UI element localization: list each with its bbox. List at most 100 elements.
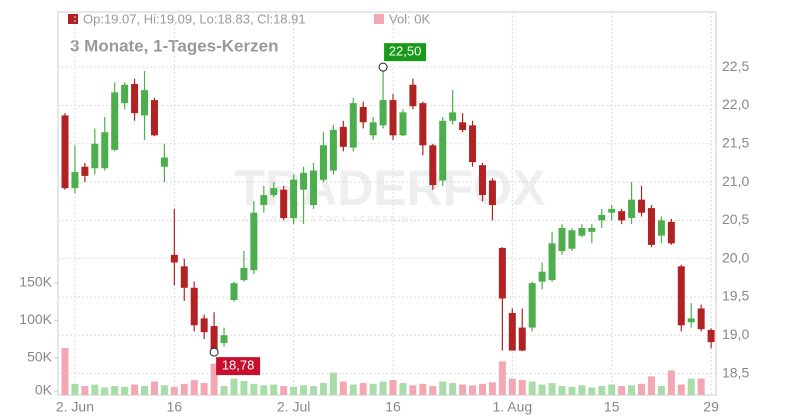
volume-bar — [81, 386, 89, 395]
volume-bar — [339, 381, 347, 395]
volume-bar — [91, 384, 99, 395]
candle-body — [588, 228, 596, 232]
volume-bar — [349, 384, 357, 395]
volume-bar — [508, 378, 516, 395]
candle-body — [697, 308, 705, 330]
volume-bar — [459, 384, 467, 395]
volume-bar — [379, 381, 387, 395]
candle-body — [657, 220, 665, 236]
volume-bar — [160, 385, 168, 395]
y-tick-label: 20,5 — [722, 211, 749, 227]
candle-body — [359, 106, 367, 123]
candle-body — [310, 170, 317, 206]
y2-tick-label: 100K — [19, 311, 52, 327]
candle-body — [618, 211, 626, 221]
x-tick-label: 15 — [604, 399, 620, 415]
x-tick-label: 1. Aug — [492, 399, 532, 415]
volume-bar — [578, 385, 586, 395]
min-marker — [209, 347, 219, 357]
candle-body — [508, 313, 516, 351]
volume-bar — [310, 386, 317, 395]
candle-body — [558, 228, 566, 251]
volume-bar — [409, 385, 417, 395]
candle-body — [260, 195, 268, 206]
volume-bar — [170, 386, 178, 395]
volume-bar — [150, 381, 158, 395]
y-tick-label: 19,5 — [722, 288, 749, 304]
volume-bar — [369, 383, 377, 395]
candle-body — [459, 122, 467, 130]
candle-body — [638, 199, 646, 213]
y-tick-label: 22,5 — [722, 58, 749, 74]
header-volume: Vol: 0K — [389, 11, 431, 26]
volume-bar — [677, 384, 685, 395]
volume-bar — [518, 380, 526, 395]
volume-bar — [608, 384, 616, 395]
volume-bar — [230, 378, 238, 395]
volume-bar — [220, 386, 228, 395]
volume-bar — [300, 385, 308, 395]
candle-body — [210, 326, 218, 351]
min-label: 18,78 — [222, 358, 255, 373]
candle-body — [707, 329, 715, 343]
volume-bar — [429, 386, 437, 395]
x-tick-label: 16 — [167, 399, 183, 415]
volume-bar — [618, 386, 626, 395]
candle-body — [131, 84, 139, 114]
candle-body — [170, 254, 178, 263]
volume-bar — [628, 385, 636, 395]
volume-bar — [638, 383, 646, 395]
candle-body — [409, 84, 417, 107]
candle-body — [230, 283, 238, 301]
min-label-box — [216, 357, 261, 376]
candle-body — [598, 214, 606, 221]
watermark-tagline: ALL-IN-ONE STOCK SCREENING — [242, 215, 418, 224]
max-label: 22,50 — [389, 44, 422, 59]
volume-swatch — [374, 14, 384, 24]
candle-body — [628, 199, 636, 219]
candle-body — [578, 228, 586, 236]
candle-body — [329, 129, 337, 171]
volume-bar — [71, 383, 79, 395]
candle-body — [240, 267, 248, 281]
candle-body — [389, 100, 397, 136]
candle-body — [61, 115, 69, 189]
y-tick-label: 22,0 — [722, 96, 749, 112]
volume-bar — [449, 383, 457, 395]
candle-body — [190, 287, 198, 326]
y-tick-label: 19,0 — [722, 326, 749, 342]
candle-body — [300, 172, 308, 190]
volume-bar — [180, 383, 188, 395]
candle-body — [608, 208, 616, 213]
candle-body — [449, 112, 457, 121]
max-marker — [378, 62, 388, 72]
candle-body — [469, 125, 477, 163]
max-label-box — [384, 43, 427, 62]
candle-body — [667, 221, 675, 244]
volume-bar — [469, 385, 477, 395]
candle-body — [101, 132, 109, 169]
volume-bar — [329, 372, 337, 395]
volume-bar — [588, 387, 596, 395]
volume-bar — [598, 386, 606, 395]
candle-body — [439, 120, 447, 181]
volume-bar — [538, 384, 546, 395]
volume-bar — [240, 380, 248, 395]
y-tick-label: 21,5 — [722, 134, 749, 150]
volume-bar — [190, 380, 198, 395]
candle-body — [369, 122, 377, 136]
candle-body — [150, 100, 158, 136]
volume-bar — [697, 378, 705, 395]
candle-body — [220, 335, 228, 343]
candle-body — [71, 172, 79, 189]
candle-body — [160, 157, 168, 167]
candle-body — [647, 208, 655, 245]
volume-bar — [439, 381, 447, 395]
candle-body — [478, 165, 486, 196]
header-price: Op:19.07, Hi:19.09, Lo:18.83, Cl:18.91 — [83, 11, 306, 26]
volume-bar — [319, 383, 327, 395]
volume-bar — [61, 347, 69, 395]
volume-bar — [131, 384, 139, 395]
